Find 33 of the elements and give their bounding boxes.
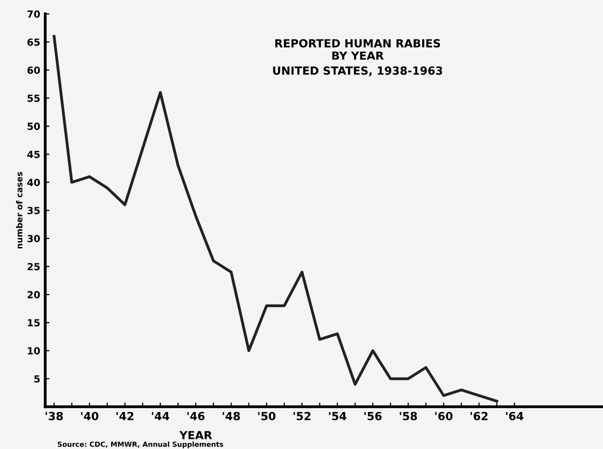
y-tick-label: 45 — [27, 150, 40, 158]
x-tick-label: '58 — [400, 412, 417, 420]
x-tick-label: '42 — [116, 412, 134, 420]
y-tick-label: 20 — [28, 291, 40, 298]
y-tick-label: 35 — [27, 206, 40, 214]
x-tick-label: '48 — [222, 412, 240, 420]
y-tick-label: 60 — [27, 66, 40, 74]
x-tick-label: '60 — [435, 412, 453, 420]
text: REPORTED HUMAN RABIES — [275, 39, 440, 48]
y-tick-label: 70 — [27, 10, 40, 18]
x-tick-label: '64 — [506, 412, 524, 420]
line-series — [52, 34, 498, 403]
y-tick-label: 40 — [27, 178, 40, 186]
x-tick-label: '56 — [364, 412, 382, 420]
x-tick-label: '44 — [152, 412, 170, 420]
y-tick-label: 5 — [34, 375, 40, 383]
y-tick-label: 55 — [28, 94, 40, 102]
x-tick-label: '62 — [470, 412, 488, 420]
y-tick-label: 65 — [27, 38, 40, 46]
y-axis-title: number of cases — [16, 172, 22, 248]
x-tick-label: '54 — [329, 412, 346, 420]
y-tick-label: 10 — [28, 347, 40, 354]
text: BY YEAR UNITED STATES, 1938-1963 — [273, 52, 442, 76]
x-tick-label: '38 — [46, 412, 63, 420]
y-tick-label: 30 — [27, 234, 40, 242]
y-tick-label: 25 — [28, 262, 40, 270]
x-tick-label: '46 — [187, 412, 205, 420]
x-tick-label: '50 — [258, 412, 276, 420]
x-tick-label: '40 — [81, 412, 98, 420]
y-tick-label: 15 — [28, 319, 40, 326]
y-tick-label: 50 — [28, 122, 40, 130]
x-tick-label: '52 — [294, 412, 310, 420]
x-axis-title: YEAR — [179, 431, 212, 440]
